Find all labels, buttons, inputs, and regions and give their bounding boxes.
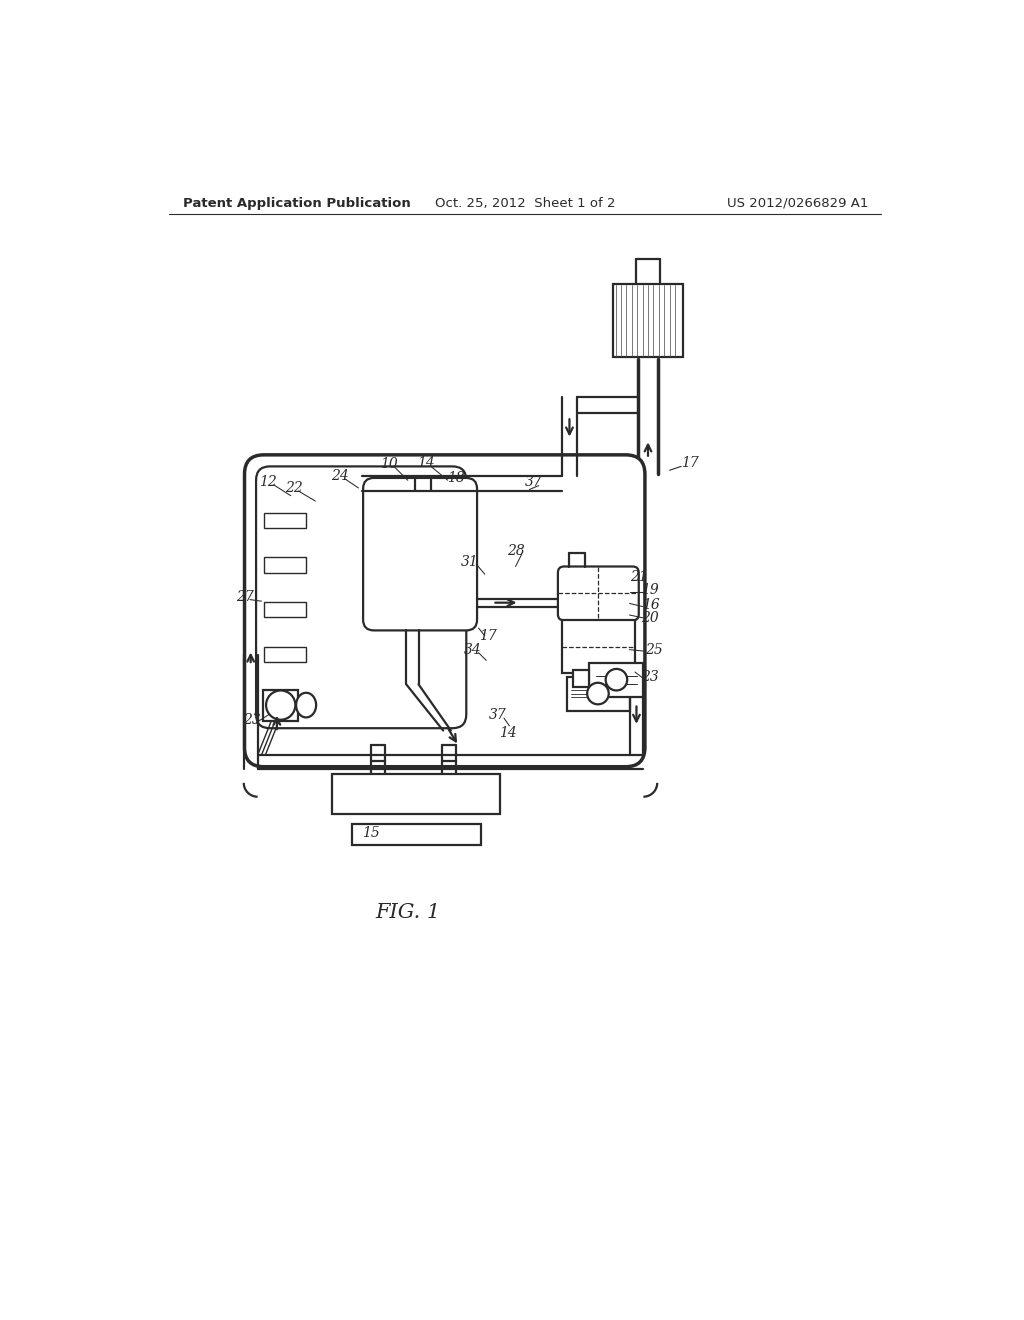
- Text: 31: 31: [461, 554, 479, 569]
- FancyBboxPatch shape: [364, 478, 477, 631]
- Text: 15: 15: [361, 826, 380, 840]
- Text: 23: 23: [243, 714, 260, 727]
- Ellipse shape: [296, 693, 316, 718]
- Bar: [333, 775, 500, 814]
- Circle shape: [605, 669, 628, 690]
- Text: 37: 37: [525, 475, 543, 488]
- Text: 14: 14: [499, 726, 517, 739]
- FancyBboxPatch shape: [256, 466, 466, 729]
- Bar: [613, 284, 683, 358]
- Text: 12: 12: [259, 475, 276, 488]
- Text: US 2012/0266829 A1: US 2012/0266829 A1: [727, 197, 868, 210]
- Text: 28: 28: [507, 544, 524, 558]
- Text: 20: 20: [641, 611, 659, 626]
- Bar: [264, 512, 306, 528]
- Text: 22: 22: [285, 480, 303, 495]
- Bar: [567, 677, 630, 711]
- Text: Oct. 25, 2012  Sheet 1 of 2: Oct. 25, 2012 Sheet 1 of 2: [434, 197, 615, 210]
- Bar: [264, 647, 306, 663]
- FancyBboxPatch shape: [245, 455, 645, 767]
- Text: 19: 19: [641, 583, 658, 598]
- Text: 27: 27: [236, 590, 253, 605]
- Bar: [263, 689, 298, 721]
- Text: 18: 18: [447, 471, 465, 484]
- Bar: [414, 516, 459, 532]
- Bar: [351, 824, 481, 845]
- Text: 37: 37: [489, 708, 507, 722]
- Text: Patent Application Publication: Patent Application Publication: [183, 197, 411, 210]
- Text: 14: 14: [417, 457, 434, 470]
- Text: 24: 24: [331, 469, 349, 483]
- Text: 21: 21: [630, 569, 647, 583]
- Circle shape: [266, 690, 295, 719]
- Circle shape: [587, 682, 608, 705]
- Bar: [414, 561, 459, 577]
- Text: 10: 10: [380, 457, 398, 471]
- Text: 17: 17: [682, 455, 699, 470]
- Bar: [562, 620, 635, 673]
- Text: 34: 34: [464, 643, 481, 656]
- Text: 17: 17: [479, 628, 497, 643]
- Text: 25: 25: [645, 643, 663, 656]
- Text: 23: 23: [641, 669, 659, 684]
- Text: 16: 16: [642, 598, 659, 612]
- Bar: [572, 671, 590, 688]
- FancyBboxPatch shape: [558, 566, 639, 620]
- Bar: [414, 606, 459, 622]
- Bar: [590, 663, 643, 697]
- Text: FIG. 1: FIG. 1: [375, 903, 440, 923]
- Bar: [264, 557, 306, 573]
- Bar: [264, 602, 306, 618]
